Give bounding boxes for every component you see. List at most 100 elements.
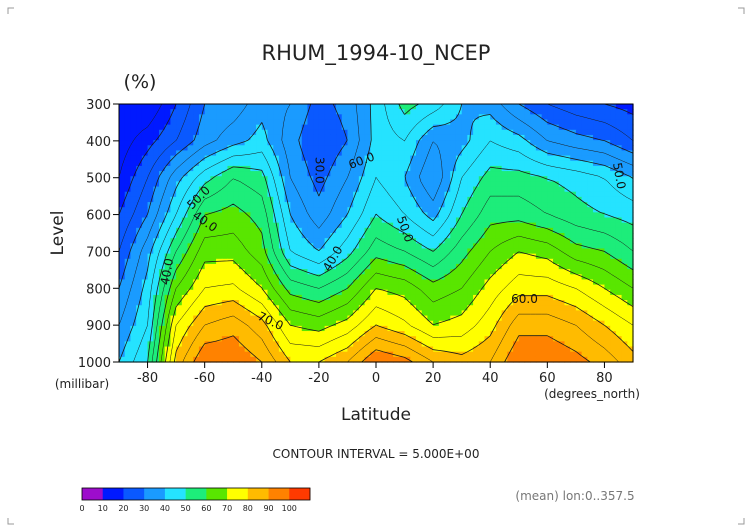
field-cell (307, 207, 314, 213)
field-cell (570, 145, 577, 152)
field-cell (535, 140, 543, 146)
field-cell (176, 336, 183, 342)
field-cell (484, 222, 491, 229)
field-cell (547, 258, 554, 265)
field-cell (444, 186, 451, 193)
field-cell (415, 165, 423, 172)
field-cell (216, 325, 223, 332)
field-cell (421, 109, 428, 115)
field-cell (387, 217, 394, 224)
field-cell (547, 217, 554, 224)
field-cell (404, 310, 411, 317)
field-cell (427, 258, 434, 265)
field-cell (284, 196, 291, 203)
field-cell (307, 145, 314, 152)
field-cell (336, 253, 343, 260)
field-cell (558, 294, 566, 301)
field-cell (427, 114, 434, 121)
field-cell (284, 356, 291, 363)
field-cell (558, 279, 566, 286)
contour-line (156, 203, 634, 363)
field-cell (341, 212, 349, 219)
field-cell (575, 253, 583, 260)
field-cell (130, 104, 137, 110)
field-cell (593, 253, 600, 260)
field-cell (221, 284, 229, 291)
field-cell (256, 207, 263, 213)
field-cell (570, 196, 577, 203)
field-cell (193, 155, 200, 162)
field-cell (467, 160, 474, 167)
field-cell (296, 305, 303, 311)
field-cell (353, 155, 360, 162)
field-cell (575, 176, 583, 182)
field-cell (433, 289, 440, 296)
field-cell (284, 186, 291, 193)
field-cell (193, 165, 200, 172)
field-cell (427, 140, 434, 146)
field-cell (136, 356, 143, 363)
field-cell (193, 176, 200, 182)
field-cell (233, 202, 240, 208)
field-cell (598, 140, 606, 146)
field-cell (547, 346, 554, 353)
field-cell (119, 320, 126, 327)
field-cell (147, 351, 154, 358)
field-cell (164, 186, 171, 193)
field-cell (341, 274, 349, 281)
field-cell (358, 171, 366, 177)
field-cell (227, 310, 234, 317)
field-cell (530, 320, 537, 327)
field-cell (296, 160, 303, 167)
field-cell (267, 336, 274, 342)
field-cell (541, 253, 548, 260)
field-cell (256, 119, 263, 126)
field-cell (370, 207, 377, 213)
field-cell (124, 207, 132, 213)
field-cell (119, 243, 126, 250)
field-cell (450, 263, 457, 270)
field-cell (307, 140, 314, 146)
field-cell (341, 233, 349, 239)
field-cell (158, 114, 166, 121)
field-cell (393, 171, 400, 177)
field-cell (541, 207, 548, 213)
field-cell (547, 186, 554, 193)
field-cell (227, 222, 234, 229)
field-cell (530, 269, 537, 275)
field-cell (427, 331, 434, 337)
field-cell (376, 222, 383, 229)
field-cell (495, 248, 503, 255)
field-cell (307, 258, 314, 265)
field-cell (610, 181, 617, 188)
field-cell (530, 315, 537, 322)
field-cell (347, 263, 354, 270)
field-cell (610, 274, 617, 281)
field-cell (198, 109, 206, 115)
field-cell (278, 305, 286, 311)
field-cell (198, 274, 206, 281)
field-cell (438, 289, 446, 296)
field-cell (221, 331, 229, 337)
field-cell (404, 140, 411, 146)
field-cell (564, 331, 571, 337)
field-cell (524, 263, 531, 270)
field-cell (593, 134, 600, 141)
field-cell (570, 300, 577, 306)
field-cell (415, 145, 423, 152)
field-cell (598, 207, 606, 213)
field-cell (553, 294, 560, 301)
field-cell (547, 124, 554, 131)
field-cell (313, 207, 320, 213)
field-cell (273, 238, 280, 244)
field-cell (216, 279, 223, 286)
field-cell (164, 279, 171, 286)
field-cell (198, 336, 206, 342)
field-cell (381, 310, 389, 317)
field-cell (318, 104, 326, 110)
field-cell (593, 171, 600, 177)
field-cell (244, 124, 251, 131)
field-cell (307, 104, 314, 110)
field-cell (261, 238, 269, 244)
field-cell (313, 305, 320, 311)
